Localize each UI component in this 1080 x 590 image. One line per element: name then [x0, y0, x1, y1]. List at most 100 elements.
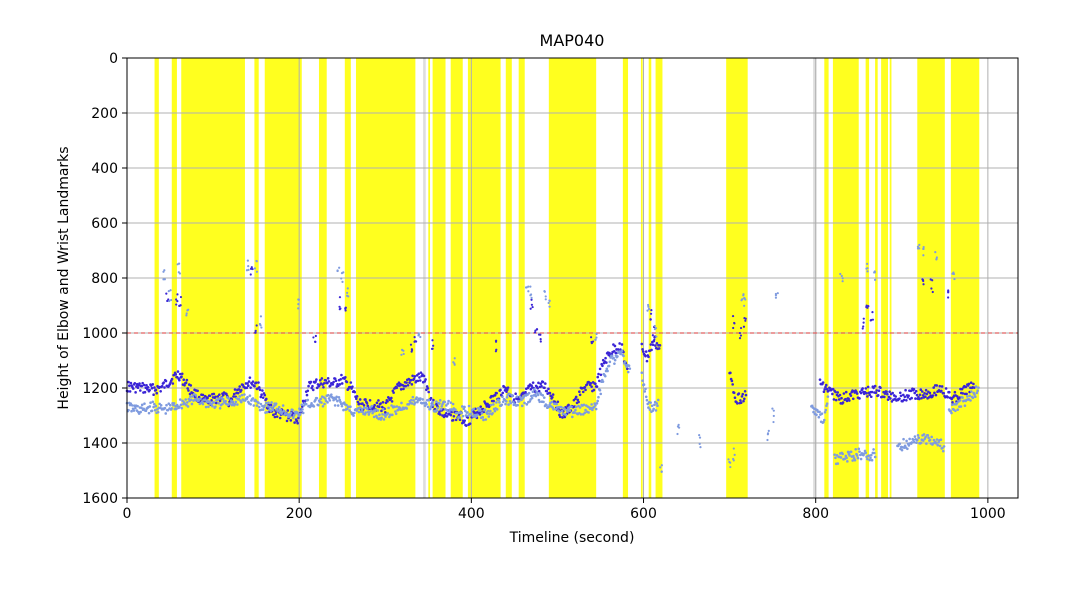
data-point — [131, 387, 135, 390]
data-point — [916, 433, 920, 437]
data-point — [967, 382, 971, 386]
data-point — [364, 398, 367, 401]
data-point — [739, 401, 743, 405]
data-point — [900, 448, 904, 452]
outlier-point — [732, 326, 735, 330]
data-point — [969, 381, 973, 384]
data-point — [207, 405, 210, 409]
data-point — [613, 362, 616, 365]
data-point — [134, 391, 137, 394]
data-point — [573, 411, 576, 414]
x-tick-label: 200 — [286, 506, 313, 522]
data-point — [305, 393, 309, 397]
data-point — [833, 453, 836, 456]
data-point — [154, 388, 158, 392]
data-point — [257, 405, 261, 409]
data-point — [964, 385, 968, 389]
data-point — [150, 409, 154, 413]
data-point — [172, 402, 176, 405]
data-point — [159, 403, 163, 407]
outlier-point — [255, 324, 258, 327]
data-point — [506, 388, 509, 392]
outlier-point — [660, 470, 663, 473]
data-point — [641, 350, 645, 353]
data-point — [642, 383, 646, 386]
data-point — [852, 454, 855, 458]
data-point — [317, 403, 320, 407]
data-point — [608, 351, 611, 355]
data-point — [339, 378, 342, 381]
data-point — [855, 454, 859, 457]
data-point — [823, 388, 826, 391]
data-point — [541, 393, 545, 397]
data-point — [875, 389, 879, 392]
data-point — [594, 407, 598, 411]
data-point — [331, 383, 335, 386]
data-point — [548, 391, 552, 395]
data-point — [919, 388, 923, 392]
data-point — [905, 439, 908, 443]
data-point — [914, 389, 918, 393]
data-point — [409, 378, 413, 382]
x-tick-label: 0 — [123, 506, 132, 522]
data-point — [233, 402, 237, 406]
outlier-point — [346, 291, 349, 295]
data-point — [164, 412, 168, 415]
data-point — [536, 386, 539, 390]
data-point — [301, 411, 305, 415]
data-point — [183, 383, 186, 387]
outlier-point — [255, 260, 258, 263]
data-point — [277, 409, 280, 412]
outlier-point — [866, 270, 869, 273]
data-point — [257, 381, 260, 384]
data-point — [288, 414, 292, 418]
data-point — [543, 386, 546, 390]
data-point — [422, 374, 426, 378]
data-point — [315, 396, 319, 400]
data-point — [243, 393, 246, 396]
outlier-point — [402, 352, 405, 356]
data-point — [571, 415, 574, 419]
data-point — [153, 408, 157, 412]
data-point — [649, 343, 653, 346]
data-point — [143, 390, 147, 394]
outlier-point — [776, 292, 779, 295]
data-point — [519, 396, 523, 399]
data-point — [257, 386, 261, 389]
data-point — [187, 389, 190, 392]
data-point — [645, 359, 649, 363]
data-point — [291, 408, 294, 412]
data-point — [488, 412, 491, 415]
data-point — [493, 409, 497, 413]
data-point — [481, 415, 485, 419]
data-point — [647, 355, 650, 359]
outlier-point — [840, 274, 843, 278]
outlier-point — [453, 363, 456, 366]
data-point — [380, 409, 383, 413]
data-point — [438, 410, 441, 414]
data-point — [352, 414, 355, 417]
data-point — [322, 385, 325, 389]
data-point — [542, 396, 546, 399]
data-point — [733, 396, 737, 399]
outlier-point — [660, 464, 663, 467]
data-point — [199, 397, 202, 401]
data-point — [368, 398, 372, 402]
data-point — [139, 389, 142, 392]
data-point — [399, 388, 403, 391]
data-point — [168, 403, 172, 407]
data-point — [148, 405, 152, 408]
data-point — [866, 385, 870, 389]
data-point — [127, 380, 130, 384]
data-point — [218, 399, 222, 403]
data-point — [866, 395, 869, 398]
data-point — [227, 397, 231, 400]
data-point — [960, 387, 964, 391]
y-tick-label: 1600 — [82, 491, 118, 507]
data-point — [138, 382, 141, 385]
data-point — [392, 391, 395, 394]
data-point — [390, 400, 394, 403]
outlier-point — [947, 296, 950, 299]
data-point — [977, 386, 980, 389]
outlier-point — [539, 337, 542, 341]
